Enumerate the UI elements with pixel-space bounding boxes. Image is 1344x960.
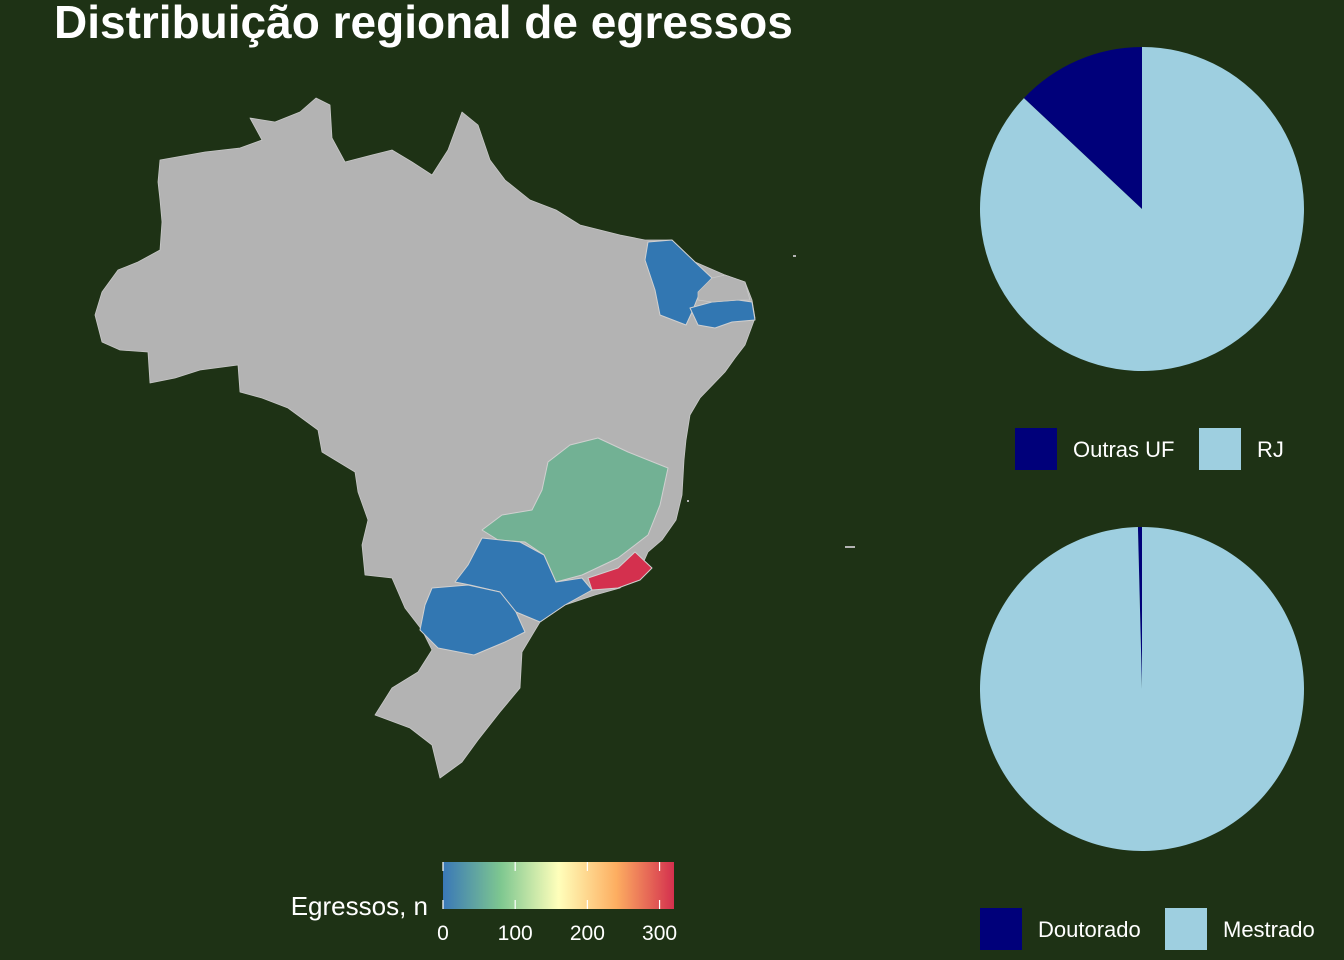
region-rn	[697, 274, 751, 303]
brazil-map	[94, 97, 855, 779]
legend-swatch-doutorado	[980, 908, 1022, 950]
legend-label-rj: RJ	[1257, 437, 1284, 462]
pie-slice-rj	[980, 47, 1304, 372]
pie-legend-degree: Doutorado Mestrado	[980, 908, 1315, 950]
colorbar-tick-label: 100	[498, 922, 533, 945]
region-pr	[419, 584, 526, 656]
legend-swatch-outras-uf	[1015, 428, 1057, 470]
pie-legend-origin: Outras UF RJ	[1015, 428, 1284, 470]
colorbar-title: Egressos, n	[291, 891, 428, 921]
legend-swatch-rj	[1199, 428, 1241, 470]
region-sp	[454, 537, 593, 623]
island-mark	[687, 500, 689, 502]
region-mg	[481, 437, 669, 583]
island-mark	[845, 546, 855, 548]
colorbar-ticks: 0 100 200 300	[437, 862, 677, 945]
brazil-landmass	[94, 97, 756, 779]
pie-slice-mestrado	[980, 527, 1305, 851]
pie-slice-outras-uf	[1023, 47, 1142, 209]
colorbar-gradient	[443, 862, 674, 909]
colorbar-tick-label: 200	[570, 922, 605, 945]
legend-swatch-mestrado	[1165, 908, 1207, 950]
colorbar-legend: Egressos, n 0 100 200 300	[291, 862, 677, 945]
legend-label-outras-uf: Outras UF	[1073, 437, 1174, 462]
colorbar-tick-label: 0	[437, 922, 449, 945]
legend-label-doutorado: Doutorado	[1038, 917, 1141, 942]
legend-label-mestrado: Mestrado	[1223, 917, 1315, 942]
chart-title: Distribuição regional de egressos	[54, 0, 793, 48]
pie-slice-doutorado	[1137, 527, 1142, 689]
region-rj	[587, 551, 653, 591]
pie-chart-degree	[980, 527, 1305, 851]
pie-chart-origin	[980, 47, 1304, 372]
colorbar-tick-label: 300	[642, 922, 677, 945]
island-mark	[793, 255, 796, 257]
